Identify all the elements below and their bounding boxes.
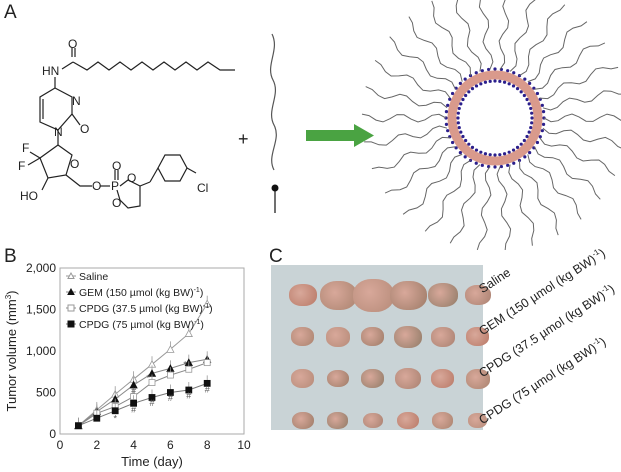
molecule-atom-labels: O HN N N O F F O HO O O P O O Cl <box>18 37 208 210</box>
svg-text:*: * <box>183 360 187 370</box>
atom-o-double: O <box>112 159 121 173</box>
atom-o-ring: O <box>70 157 79 171</box>
svg-text:#: # <box>168 393 173 403</box>
atom-f2: F <box>18 159 25 173</box>
tumor-sample <box>396 411 419 430</box>
tumor-sample <box>361 369 385 388</box>
svg-text:CPDG (75 µmol (kg BW)-1): CPDG (75 µmol (kg BW)-1) <box>79 319 204 331</box>
panel-b-label: B <box>4 246 17 267</box>
row-label-cpdg-75: CPDG (75 µmol (kg BW)-1) <box>476 334 609 428</box>
plus-sign: + <box>238 129 249 149</box>
panel-a-label: A <box>4 2 17 23</box>
atom-o4: O <box>112 196 121 210</box>
svg-text:2,000: 2,000 <box>26 261 56 275</box>
tumor-sample <box>325 327 350 347</box>
svg-text:Saline: Saline <box>79 271 108 283</box>
tumor-sample <box>353 279 394 312</box>
assembly-arrow-icon <box>306 124 374 147</box>
tumor-sample <box>394 325 422 348</box>
tumor-sample <box>361 327 385 346</box>
svg-text:GEM (150 µmol (kg BW)-1): GEM (150 µmol (kg BW)-1) <box>79 287 203 299</box>
atom-o3: O <box>127 171 136 185</box>
tumor-photo <box>271 265 491 430</box>
tumor-sample <box>465 284 491 305</box>
svg-text:8: 8 <box>204 438 211 452</box>
panel-a-schematic: O HN N N O F F O HO O O P O O Cl + <box>18 0 621 250</box>
atom-o2: O <box>80 122 89 136</box>
atom-n: N <box>72 94 81 108</box>
svg-text:*: * <box>113 414 117 424</box>
atom-n1: N <box>54 125 63 139</box>
tumor-sample <box>291 369 315 388</box>
svg-text:4: 4 <box>130 438 137 452</box>
svg-text:Tumor volume (mm3): Tumor volume (mm3) <box>4 291 19 412</box>
tumor-sample <box>291 327 315 346</box>
tumor-sample <box>432 412 454 429</box>
atom-cl: Cl <box>197 181 208 195</box>
tumor-sample <box>466 327 490 346</box>
tumor-sample <box>428 283 458 307</box>
svg-text:#: # <box>131 404 136 414</box>
tumor-sample <box>431 369 455 388</box>
atom-f1: F <box>22 141 29 155</box>
single-amphiphile-icon <box>269 33 279 213</box>
svg-text:1,000: 1,000 <box>26 344 56 358</box>
svg-text:CPDG (37.5 µmol (kg BW)-1): CPDG (37.5 µmol (kg BW)-1) <box>79 303 213 315</box>
svg-text:0: 0 <box>49 427 56 441</box>
svg-text:1,500: 1,500 <box>26 303 56 317</box>
svg-text:#: # <box>149 398 154 408</box>
atom-o-link: O <box>92 179 101 193</box>
tumor-sample <box>362 412 383 429</box>
atom-p: P <box>111 179 119 193</box>
svg-text:500: 500 <box>36 386 56 400</box>
svg-text:2: 2 <box>93 438 100 452</box>
tumor-sample <box>326 369 349 388</box>
tumor-sample <box>320 280 357 310</box>
svg-text:6: 6 <box>167 438 174 452</box>
tumor-sample <box>468 413 487 428</box>
svg-text:#: # <box>205 385 210 395</box>
atom-hn: HN <box>42 64 59 78</box>
svg-text:*: * <box>147 373 151 383</box>
tumor-sample <box>394 368 422 390</box>
atom-ho: HO <box>20 189 38 203</box>
tumor-sample <box>465 369 490 389</box>
micelle-icon <box>361 0 621 250</box>
tumor-sample <box>289 283 317 306</box>
svg-text:10: 10 <box>237 438 251 452</box>
svg-text:Time (day): Time (day) <box>121 454 183 469</box>
svg-text:#: # <box>186 390 191 400</box>
molecule-structure <box>27 48 235 209</box>
panel-c-label: C <box>269 246 283 267</box>
tumor-sample <box>390 280 427 310</box>
tumor-sample <box>291 411 314 430</box>
svg-text:#: # <box>131 386 136 396</box>
svg-text:0: 0 <box>57 438 64 452</box>
tumor-sample <box>430 327 455 347</box>
atom-o: O <box>68 37 77 51</box>
tumor-sample <box>327 412 349 429</box>
